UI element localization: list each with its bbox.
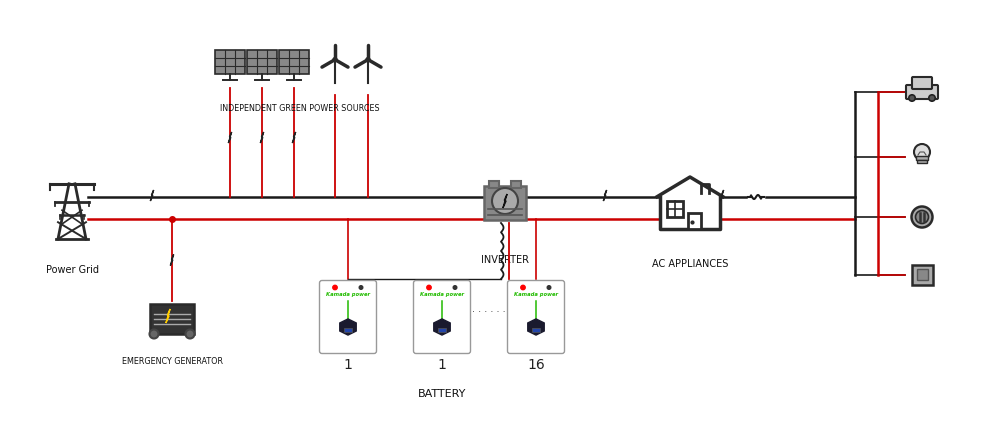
Polygon shape [603,190,607,201]
Text: Kamada power: Kamada power [420,292,464,298]
Circle shape [914,144,930,160]
Circle shape [453,286,457,289]
FancyBboxPatch shape [912,77,932,89]
Circle shape [333,58,337,62]
Polygon shape [434,319,450,335]
Circle shape [366,58,370,62]
Bar [150,304,194,334]
Circle shape [929,95,935,101]
Text: EMERGENCY GENERATOR: EMERGENCY GENERATOR [122,357,222,366]
FancyBboxPatch shape [320,281,376,354]
Text: . . . . . .: . . . . . . [472,304,506,314]
Circle shape [427,285,431,290]
Text: 16: 16 [527,358,545,372]
Bar [688,213,700,229]
Bar [916,156,928,160]
FancyBboxPatch shape [414,281,471,354]
Text: BATTERY: BATTERY [418,389,466,399]
Circle shape [359,286,363,289]
Text: 1: 1 [344,358,352,372]
Circle shape [521,285,525,290]
Circle shape [909,95,915,101]
Polygon shape [170,254,174,266]
Text: INVERTER: INVERTER [481,255,529,265]
FancyBboxPatch shape [508,281,564,354]
Polygon shape [503,194,507,208]
Circle shape [547,286,551,289]
Polygon shape [228,132,232,143]
Bar [532,329,540,333]
Bar [279,50,309,74]
Text: AC APPLIANCES: AC APPLIANCES [652,259,728,269]
Bar [912,265,933,285]
Text: Kamada power: Kamada power [514,292,558,298]
Polygon shape [150,190,154,201]
Text: Power Grid: Power Grid [46,265,98,275]
Text: 1: 1 [438,358,446,372]
Polygon shape [340,319,356,335]
Bar [511,181,520,188]
Text: Kamada power: Kamada power [326,292,370,298]
Circle shape [916,211,929,224]
Circle shape [186,329,194,338]
Bar [215,50,245,74]
Polygon shape [292,132,296,143]
Bar [917,160,927,164]
Circle shape [492,188,518,214]
Bar [247,50,277,74]
Bar [484,186,526,220]
Bar [489,181,499,188]
Bar [667,201,683,217]
Polygon shape [528,319,544,335]
Circle shape [150,329,158,338]
Text: INDEPENDENT GREEN POWER SOURCES: INDEPENDENT GREEN POWER SOURCES [220,105,380,114]
Polygon shape [260,132,264,143]
Circle shape [912,207,933,228]
Circle shape [333,285,337,290]
Bar [344,329,352,333]
Polygon shape [166,309,170,323]
Polygon shape [720,190,724,201]
FancyBboxPatch shape [906,85,938,99]
Bar [917,270,928,281]
Bar [438,329,446,333]
